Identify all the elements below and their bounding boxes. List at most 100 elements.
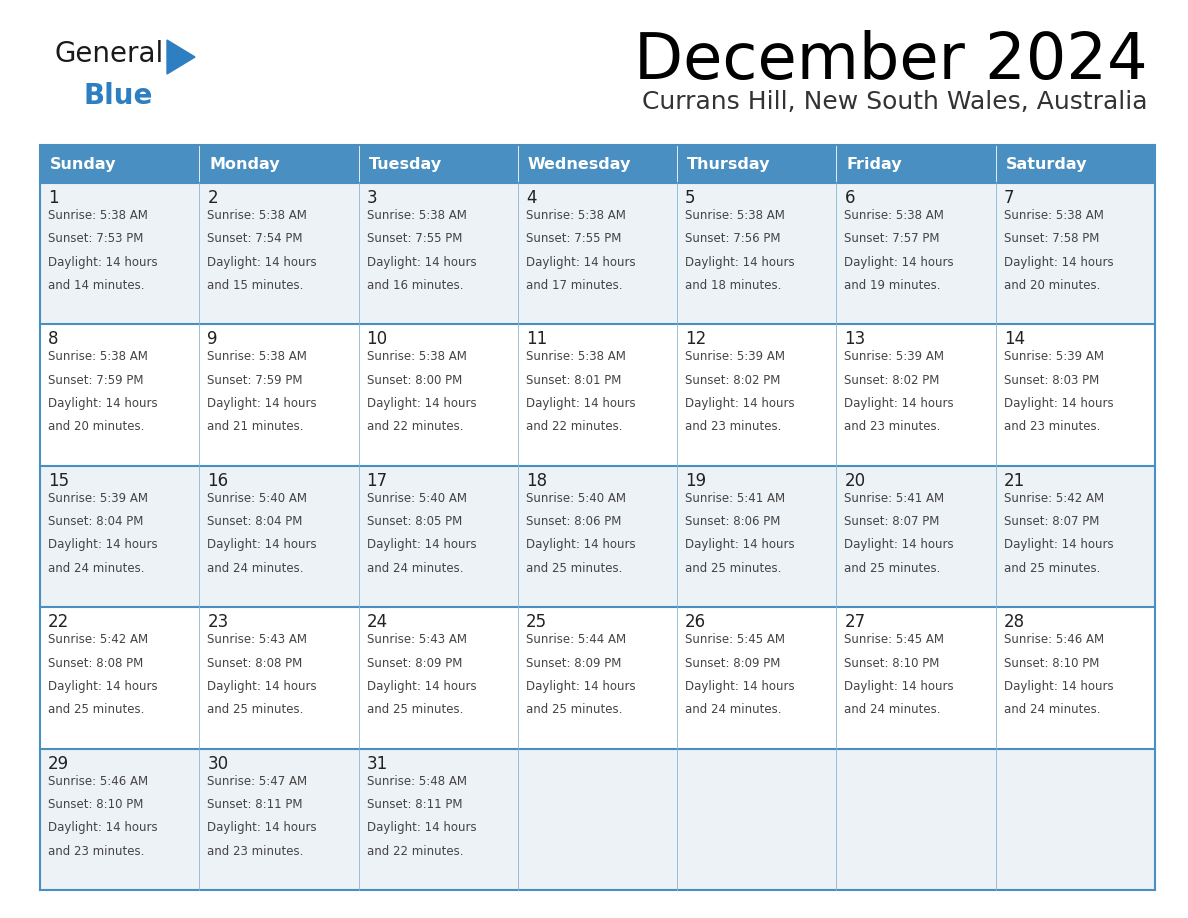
Text: 29: 29 — [48, 755, 69, 773]
Text: and 22 minutes.: and 22 minutes. — [526, 420, 623, 433]
Text: and 24 minutes.: and 24 minutes. — [367, 562, 463, 575]
Text: Sunrise: 5:43 AM: Sunrise: 5:43 AM — [207, 633, 308, 646]
Bar — [359, 465, 518, 607]
Bar — [836, 607, 996, 748]
Text: Sunset: 7:53 PM: Sunset: 7:53 PM — [48, 232, 144, 245]
Text: 22: 22 — [48, 613, 69, 632]
Text: and 25 minutes.: and 25 minutes. — [685, 562, 782, 575]
Text: Daylight: 14 hours: Daylight: 14 hours — [48, 255, 158, 269]
Text: Sunset: 7:59 PM: Sunset: 7:59 PM — [207, 374, 303, 386]
Text: 17: 17 — [367, 472, 387, 490]
Bar — [677, 607, 836, 748]
Text: Monday: Monday — [209, 156, 280, 172]
Text: Daylight: 14 hours: Daylight: 14 hours — [48, 822, 158, 834]
Text: Sunset: 8:09 PM: Sunset: 8:09 PM — [526, 656, 621, 669]
Bar — [996, 183, 1155, 324]
Text: Sunset: 8:04 PM: Sunset: 8:04 PM — [48, 515, 144, 528]
Text: Daylight: 14 hours: Daylight: 14 hours — [685, 397, 795, 410]
Text: Sunrise: 5:40 AM: Sunrise: 5:40 AM — [207, 492, 308, 505]
Text: Sunrise: 5:43 AM: Sunrise: 5:43 AM — [367, 633, 467, 646]
Text: 18: 18 — [526, 472, 546, 490]
Text: 5: 5 — [685, 189, 696, 207]
Text: Daylight: 14 hours: Daylight: 14 hours — [845, 255, 954, 269]
Text: Sunset: 7:55 PM: Sunset: 7:55 PM — [367, 232, 462, 245]
Bar — [200, 748, 359, 890]
Text: Thursday: Thursday — [687, 156, 771, 172]
Bar — [359, 145, 518, 183]
Text: 2: 2 — [207, 189, 217, 207]
Text: Daylight: 14 hours: Daylight: 14 hours — [1004, 397, 1113, 410]
Text: Sunrise: 5:39 AM: Sunrise: 5:39 AM — [48, 492, 148, 505]
Text: Daylight: 14 hours: Daylight: 14 hours — [367, 822, 476, 834]
Text: Sunrise: 5:38 AM: Sunrise: 5:38 AM — [207, 209, 308, 222]
Text: and 25 minutes.: and 25 minutes. — [1004, 562, 1100, 575]
Bar — [996, 748, 1155, 890]
Text: Sunset: 8:03 PM: Sunset: 8:03 PM — [1004, 374, 1099, 386]
Text: Daylight: 14 hours: Daylight: 14 hours — [526, 539, 636, 552]
Text: Sunset: 7:55 PM: Sunset: 7:55 PM — [526, 232, 621, 245]
Text: Sunrise: 5:42 AM: Sunrise: 5:42 AM — [1004, 492, 1104, 505]
Bar — [40, 324, 200, 465]
Text: Sunrise: 5:39 AM: Sunrise: 5:39 AM — [685, 351, 785, 364]
Text: Sunrise: 5:38 AM: Sunrise: 5:38 AM — [48, 209, 147, 222]
Text: and 21 minutes.: and 21 minutes. — [207, 420, 304, 433]
Text: Sunrise: 5:38 AM: Sunrise: 5:38 AM — [207, 351, 308, 364]
Text: Daylight: 14 hours: Daylight: 14 hours — [1004, 539, 1113, 552]
Text: 26: 26 — [685, 613, 707, 632]
Text: Daylight: 14 hours: Daylight: 14 hours — [685, 539, 795, 552]
Text: Sunrise: 5:41 AM: Sunrise: 5:41 AM — [685, 492, 785, 505]
Text: Daylight: 14 hours: Daylight: 14 hours — [845, 539, 954, 552]
Bar — [200, 465, 359, 607]
Text: Sunrise: 5:42 AM: Sunrise: 5:42 AM — [48, 633, 148, 646]
Text: Sunset: 8:09 PM: Sunset: 8:09 PM — [367, 656, 462, 669]
Text: and 20 minutes.: and 20 minutes. — [1004, 279, 1100, 292]
Text: Sunset: 7:59 PM: Sunset: 7:59 PM — [48, 374, 144, 386]
Text: Daylight: 14 hours: Daylight: 14 hours — [207, 680, 317, 693]
Text: and 25 minutes.: and 25 minutes. — [526, 703, 623, 716]
Bar — [518, 324, 677, 465]
Text: Sunrise: 5:46 AM: Sunrise: 5:46 AM — [1004, 633, 1104, 646]
Text: December 2024: December 2024 — [634, 30, 1148, 92]
Text: 31: 31 — [367, 755, 387, 773]
Text: Daylight: 14 hours: Daylight: 14 hours — [367, 680, 476, 693]
Text: Sunset: 7:57 PM: Sunset: 7:57 PM — [845, 232, 940, 245]
Bar — [200, 324, 359, 465]
Text: Sunrise: 5:38 AM: Sunrise: 5:38 AM — [48, 351, 147, 364]
Text: 19: 19 — [685, 472, 707, 490]
Text: and 18 minutes.: and 18 minutes. — [685, 279, 782, 292]
Text: Friday: Friday — [846, 156, 902, 172]
Text: and 23 minutes.: and 23 minutes. — [845, 420, 941, 433]
Text: 30: 30 — [207, 755, 228, 773]
Text: Currans Hill, New South Wales, Australia: Currans Hill, New South Wales, Australia — [643, 90, 1148, 114]
Text: Daylight: 14 hours: Daylight: 14 hours — [526, 680, 636, 693]
Text: 7: 7 — [1004, 189, 1015, 207]
Text: Sunset: 8:02 PM: Sunset: 8:02 PM — [845, 374, 940, 386]
Text: and 24 minutes.: and 24 minutes. — [845, 703, 941, 716]
Bar — [359, 324, 518, 465]
Text: Daylight: 14 hours: Daylight: 14 hours — [207, 397, 317, 410]
Text: Saturday: Saturday — [1006, 156, 1087, 172]
Bar — [836, 748, 996, 890]
Text: and 17 minutes.: and 17 minutes. — [526, 279, 623, 292]
Text: Sunrise: 5:38 AM: Sunrise: 5:38 AM — [685, 209, 785, 222]
Text: and 24 minutes.: and 24 minutes. — [207, 562, 304, 575]
Text: Daylight: 14 hours: Daylight: 14 hours — [207, 822, 317, 834]
Text: and 16 minutes.: and 16 minutes. — [367, 279, 463, 292]
Text: and 19 minutes.: and 19 minutes. — [845, 279, 941, 292]
Text: Daylight: 14 hours: Daylight: 14 hours — [845, 397, 954, 410]
Text: 27: 27 — [845, 613, 866, 632]
Bar — [836, 324, 996, 465]
Text: Sunset: 8:11 PM: Sunset: 8:11 PM — [207, 798, 303, 811]
Text: Sunset: 8:07 PM: Sunset: 8:07 PM — [845, 515, 940, 528]
Text: and 25 minutes.: and 25 minutes. — [207, 703, 304, 716]
Text: Daylight: 14 hours: Daylight: 14 hours — [367, 255, 476, 269]
Text: Daylight: 14 hours: Daylight: 14 hours — [526, 397, 636, 410]
Text: and 25 minutes.: and 25 minutes. — [526, 562, 623, 575]
Bar — [677, 465, 836, 607]
Text: 4: 4 — [526, 189, 536, 207]
Bar — [996, 607, 1155, 748]
Bar — [836, 183, 996, 324]
Text: Sunset: 8:08 PM: Sunset: 8:08 PM — [207, 656, 303, 669]
Text: Sunrise: 5:38 AM: Sunrise: 5:38 AM — [367, 209, 467, 222]
Text: Daylight: 14 hours: Daylight: 14 hours — [1004, 680, 1113, 693]
